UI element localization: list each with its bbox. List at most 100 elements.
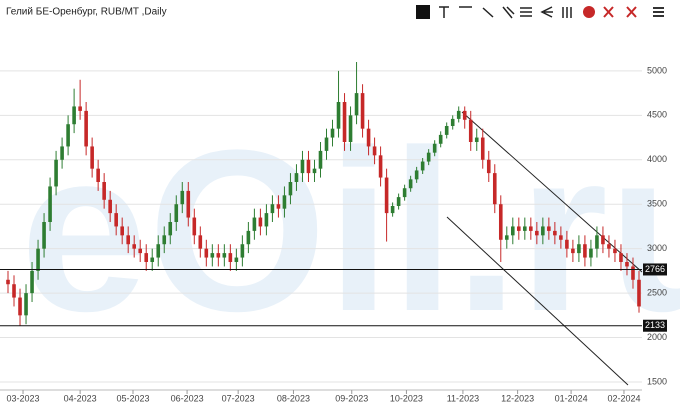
tool-color[interactable] <box>416 5 430 19</box>
tool-levels[interactable] <box>520 7 532 17</box>
candle-body <box>222 253 227 258</box>
channel-upper <box>461 111 643 273</box>
candle-body <box>390 206 395 214</box>
candle-body <box>408 179 413 189</box>
tool-fan[interactable] <box>540 6 553 18</box>
candle-body <box>523 226 527 231</box>
candle-body <box>276 204 281 209</box>
candle-body <box>631 266 635 280</box>
candle-body <box>108 199 112 214</box>
candle-body <box>18 297 22 316</box>
candle-body <box>517 226 521 231</box>
candle-body <box>468 119 473 142</box>
menu[interactable] <box>653 7 664 17</box>
candle-body <box>372 146 377 156</box>
candle-body <box>228 253 233 262</box>
y-tick-label: 3500 <box>647 199 667 209</box>
tool-text[interactable] <box>439 6 449 18</box>
candle-body <box>60 146 64 160</box>
candle-body <box>174 204 179 222</box>
tool-delete[interactable] <box>603 6 614 18</box>
candle-body <box>204 248 209 258</box>
candle-body <box>402 188 407 198</box>
candle-body <box>336 102 341 129</box>
tool-channel[interactable] <box>502 6 515 19</box>
candle-body <box>246 230 251 245</box>
candle-body <box>342 102 347 142</box>
candle-body <box>6 279 10 285</box>
candle-body <box>462 110 467 120</box>
candle-body <box>186 190 191 218</box>
x-tick-label: 06-2023 <box>171 393 204 403</box>
channel-lines <box>446 111 643 386</box>
candle-body <box>306 159 311 174</box>
candle-body <box>210 253 215 258</box>
candle-body <box>282 195 287 209</box>
candle-body <box>607 244 611 249</box>
candle-body <box>324 137 329 151</box>
candle-body <box>444 126 449 135</box>
tool-close[interactable] <box>626 6 637 18</box>
candle-body <box>288 182 293 196</box>
tool-vlines[interactable] <box>562 7 572 18</box>
candle-body <box>498 204 503 240</box>
candle-body <box>595 235 599 249</box>
candle-body <box>66 124 70 147</box>
candle-body <box>571 248 575 254</box>
y-tick-label: 2500 <box>647 287 667 297</box>
candle-body <box>240 244 245 258</box>
candle-body <box>504 235 509 240</box>
candle-body <box>150 257 155 262</box>
level-label-box <box>643 263 667 276</box>
tool-delete-all[interactable] <box>583 6 595 18</box>
x-tick-label: 03-2023 <box>7 393 40 403</box>
candle-body <box>529 226 533 231</box>
candle-body <box>24 293 28 316</box>
x-tick-label: 04-2023 <box>64 393 97 403</box>
candle-body <box>420 161 425 171</box>
candle-body <box>625 262 629 267</box>
candle-body <box>84 110 88 147</box>
candle-body <box>126 235 130 245</box>
candle-body <box>480 137 485 160</box>
candle-body <box>156 244 161 258</box>
candle-body <box>114 213 118 227</box>
candle-body <box>252 217 257 231</box>
y-tick-label: 4000 <box>647 154 667 164</box>
tool-trend[interactable] <box>482 7 494 18</box>
level-label: 2133 <box>645 320 665 330</box>
x-tick-label: 05-2023 <box>116 393 149 403</box>
candle-body <box>432 143 437 153</box>
candle-body <box>330 128 335 138</box>
candle-body <box>384 177 389 214</box>
candle-body <box>264 213 269 227</box>
candle-body <box>492 173 497 205</box>
candle-body <box>168 222 173 236</box>
y-tick-label: 5000 <box>647 65 667 75</box>
candle-body <box>577 244 581 254</box>
x-tick-label: 02-2024 <box>607 393 640 403</box>
x-tick-label: 12-2023 <box>501 393 534 403</box>
candle-body <box>583 244 587 258</box>
candle-body <box>312 168 317 174</box>
y-tick-label: 2000 <box>647 332 667 342</box>
candle-body <box>565 239 569 249</box>
candle-body <box>348 115 353 142</box>
candle-body <box>396 197 401 206</box>
candle-body <box>553 230 557 236</box>
candle-body <box>234 257 239 262</box>
chart-title: Гелий БЕ-Оренбург, RUB/MT ,Daily <box>6 6 167 18</box>
candle-body <box>48 186 52 222</box>
candle-body <box>12 284 16 298</box>
candle-body <box>42 222 46 249</box>
candle-body <box>258 217 263 227</box>
candle-body <box>426 152 431 162</box>
toolbar <box>416 5 664 19</box>
x-tick-label: 09-2023 <box>335 393 368 403</box>
candle-body <box>300 159 305 174</box>
candle-body <box>637 279 641 307</box>
candle-body <box>474 137 479 142</box>
y-tick-label: 3000 <box>647 243 667 253</box>
level-label-box <box>643 319 667 332</box>
candle-body <box>162 235 167 245</box>
